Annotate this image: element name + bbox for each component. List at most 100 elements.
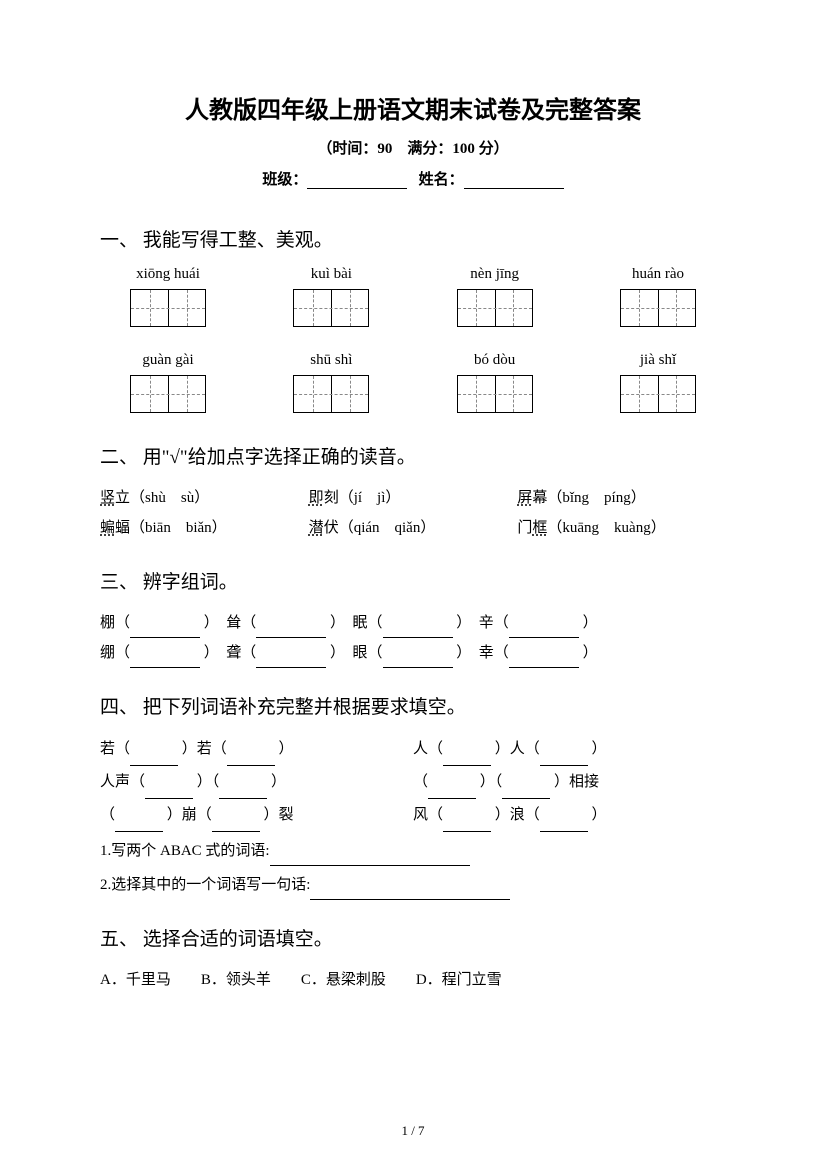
- q3-text: ） 幸（: [456, 645, 509, 661]
- q4-sub1: 1.写两个 ABAC 式的词语:: [100, 836, 726, 866]
- pinyin-item: shū shì: [271, 352, 391, 418]
- q2-text: （kuāng kuàng）: [547, 520, 665, 536]
- section-2-head: 二、 用"√"给加点字选择正确的读音。: [100, 442, 726, 469]
- fill-blank[interactable]: [428, 785, 476, 799]
- q4-text: ）人（: [495, 741, 540, 757]
- fill-blank[interactable]: [256, 624, 326, 638]
- fill-blank[interactable]: [130, 654, 200, 668]
- q2-text: 蝠（biān biǎn）: [115, 520, 227, 536]
- fill-blank[interactable]: [540, 752, 588, 766]
- fill-blank[interactable]: [115, 818, 163, 832]
- pinyin-text: shū shì: [271, 352, 391, 369]
- q4-text: ）: [279, 741, 294, 757]
- char-box[interactable]: [620, 375, 696, 413]
- char-box[interactable]: [130, 375, 206, 413]
- q3-text: ） 眼（: [330, 645, 383, 661]
- pinyin-text: nèn jīng: [435, 266, 555, 283]
- q2-char: 竖: [100, 490, 115, 506]
- section-1-head: 一、 我能写得工整、美观。: [100, 225, 726, 252]
- fill-blank[interactable]: [145, 785, 193, 799]
- q2-char: 蝙: [100, 520, 115, 536]
- q4-sub-text: 2.选择其中的一个词语写一句话:: [100, 877, 310, 893]
- fill-blank[interactable]: [509, 624, 579, 638]
- char-box[interactable]: [130, 289, 206, 327]
- q2-char: 即: [309, 490, 324, 506]
- pinyin-item: nèn jīng: [435, 266, 555, 332]
- name-blank[interactable]: [464, 173, 564, 189]
- q4-text: ）浪（: [495, 807, 540, 823]
- char-box[interactable]: [293, 289, 369, 327]
- fill-blank[interactable]: [219, 785, 267, 799]
- q2-text: 立（shù sù）: [115, 490, 209, 506]
- section-5-head: 五、 选择合适的词语填空。: [100, 924, 726, 951]
- pinyin-item: huán rào: [598, 266, 718, 332]
- pinyin-text: xiōng huái: [108, 266, 228, 283]
- q4-text: ）（: [480, 774, 503, 790]
- pinyin-item: guàn gài: [108, 352, 228, 418]
- fill-blank[interactable]: [540, 818, 588, 832]
- q3-text: 绷（: [100, 645, 130, 661]
- page-number: 1 / 7: [0, 1123, 826, 1139]
- q4-text: ）（: [197, 774, 220, 790]
- q5-body: A．千里马 B．领头羊 C．悬梁刺股 D．程门立雪: [100, 965, 726, 995]
- pinyin-item: jià shǐ: [598, 352, 718, 418]
- q3-text: ）: [583, 615, 598, 631]
- char-box[interactable]: [620, 289, 696, 327]
- fill-blank[interactable]: [227, 752, 275, 766]
- subtitle: （时间：90 满分：100 分）: [100, 137, 726, 158]
- q4-text: ）崩（: [167, 807, 212, 823]
- q4-text: ）: [592, 741, 607, 757]
- fill-blank[interactable]: [270, 852, 470, 866]
- pinyin-text: jià shǐ: [598, 352, 718, 369]
- char-box[interactable]: [457, 289, 533, 327]
- q4-text: 若（: [100, 741, 130, 757]
- q4-text: 人声（: [100, 774, 145, 790]
- q4-text: ）裂: [264, 807, 294, 823]
- q4-text: ）: [592, 807, 607, 823]
- student-info: 班级： 姓名：: [100, 168, 726, 189]
- char-box[interactable]: [457, 375, 533, 413]
- fill-blank[interactable]: [509, 654, 579, 668]
- fill-blank[interactable]: [443, 752, 491, 766]
- q4-text: （: [100, 807, 115, 823]
- q4-text: 风（: [413, 807, 443, 823]
- q3-text: ） 耸（: [204, 615, 257, 631]
- q2-text: 伏（qián qiǎn）: [324, 520, 436, 536]
- pinyin-text: bó dòu: [435, 352, 555, 369]
- q4-sub-text: 1.写两个 ABAC 式的词语:: [100, 843, 270, 859]
- fill-blank[interactable]: [383, 654, 453, 668]
- q2-text: 门: [517, 520, 532, 536]
- q4-text: （: [413, 774, 428, 790]
- q3-text: ） 辛（: [456, 615, 509, 631]
- fill-blank[interactable]: [443, 818, 491, 832]
- fill-blank[interactable]: [130, 752, 178, 766]
- class-label: 班级：: [262, 172, 307, 188]
- q2-text: 刻（jí jì）: [324, 490, 401, 506]
- q2-char: 屏: [517, 490, 532, 506]
- q3-text: ） 眠（: [330, 615, 383, 631]
- q4-body: 若（ ）若（ ） 人（ ）人（ ） 人声（ ）（ ） （ ）（ ）相接 （ ）崩…: [100, 733, 726, 832]
- fill-blank[interactable]: [212, 818, 260, 832]
- fill-blank[interactable]: [310, 886, 510, 900]
- pinyin-text: guàn gài: [108, 352, 228, 369]
- pinyin-text: kuì bài: [271, 266, 391, 283]
- q2-text: 幕（bǐng píng）: [532, 490, 645, 506]
- q3-body: 棚（ ） 耸（ ） 眠（ ） 辛（ ） 绷（ ） 聋（ ） 眼（ ） 幸（ ）: [100, 608, 726, 668]
- char-box[interactable]: [293, 375, 369, 413]
- pinyin-item: kuì bài: [271, 266, 391, 332]
- q3-text: 棚（: [100, 615, 130, 631]
- section-4-head: 四、 把下列词语补充完整并根据要求填空。: [100, 692, 726, 719]
- fill-blank[interactable]: [256, 654, 326, 668]
- q3-text: ） 聋（: [204, 645, 257, 661]
- q2-char: 潜: [309, 520, 324, 536]
- fill-blank[interactable]: [502, 785, 550, 799]
- q4-text: ）若（: [182, 741, 227, 757]
- q2-body: 竖立（shù sù） 即刻（jí jì） 屏幕（bǐng píng） 蝙蝠（bi…: [100, 483, 726, 543]
- pinyin-item: bó dòu: [435, 352, 555, 418]
- fill-blank[interactable]: [130, 624, 200, 638]
- page-title: 人教版四年级上册语文期末试卷及完整答案: [100, 90, 726, 125]
- class-blank[interactable]: [307, 173, 407, 189]
- q5-options: A．千里马 B．领头羊 C．悬梁刺股 D．程门立雪: [100, 965, 726, 995]
- fill-blank[interactable]: [383, 624, 453, 638]
- pinyin-row-2: guàn gài shū shì bó dòu jià shǐ: [100, 352, 726, 418]
